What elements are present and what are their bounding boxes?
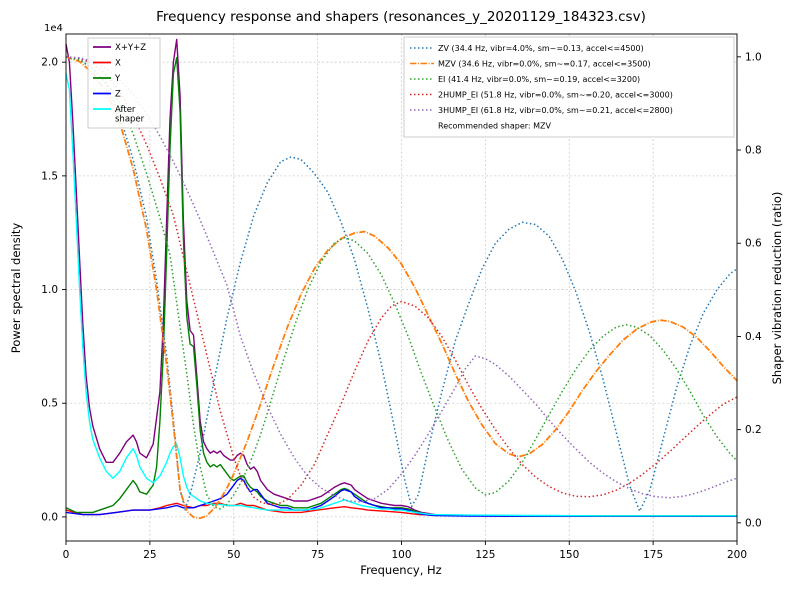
x-axis-label: Frequency, Hz	[360, 563, 441, 577]
axes: 0 25 50 75 100 125 150 175 200 0.0 0.5 1.0 1.5 2.0 0.0…	[41, 33, 762, 561]
x-tick-label: 125	[475, 549, 495, 561]
y-left-tick-label: 1.0	[41, 284, 58, 296]
x-tick-label: 200	[727, 549, 747, 561]
legend-label-xyz: X+Y+Z	[115, 43, 146, 53]
y-left-tick-label: 0.5	[41, 398, 58, 410]
x-tick-label: 25	[143, 549, 156, 561]
chart-title: Frequency response and shapers (resonanc…	[156, 9, 646, 25]
legend-recommendation: Recommended shaper: MZV	[438, 122, 552, 131]
x-tick-label: 75	[311, 549, 324, 561]
y-right-tick-label: 0.0	[745, 517, 762, 529]
x-tick-label: 175	[643, 549, 663, 561]
y-left-tick-label: 2.0	[41, 57, 58, 69]
y-left-tick-label: 0.0	[41, 511, 58, 523]
x-tick-label: 0	[63, 549, 70, 561]
legend-label-zv: ZV (34.4 Hz, vibr=4.0%, sm~=0.13, accel<…	[438, 44, 644, 53]
shaper-curve-mzv	[65, 55, 738, 520]
shaper-curve-3hump_ei	[65, 56, 738, 503]
x-tick-label: 100	[391, 549, 411, 561]
right-axis-label: Shaper vibration reduction (ratio)	[770, 192, 784, 385]
y-right-tick-label: 0.4	[745, 331, 762, 343]
shaper-curve-ei	[65, 56, 738, 510]
x-tick-label: 50	[227, 549, 240, 561]
legend-shapers: ZV (34.4 Hz, vibr=4.0%, sm~=0.13, accel<…	[403, 36, 735, 138]
legend-label-2hump_ei: 2HUMP_EI (51.8 Hz, vibr=0.0%, sm~=0.20, …	[438, 91, 673, 100]
x-tick-label: 150	[559, 549, 579, 561]
legend-label-after_shaper: After	[115, 105, 136, 115]
legend-label-mzv: MZV (34.6 Hz, vibr=0.0%, sm~=0.17, accel…	[438, 60, 651, 69]
y-right-tick-label: 0.6	[745, 238, 762, 250]
y-left-tick-label: 1.5	[41, 170, 58, 182]
psd-curve-y	[65, 56, 737, 517]
legend-label-x: X	[115, 59, 121, 69]
shaper-curves	[65, 55, 738, 520]
legend-label-z: Z	[115, 90, 121, 100]
legend-label-ei: EI (41.4 Hz, vibr=0.0%, sm~=0.19, accel<…	[438, 75, 640, 84]
psd-curve-x	[65, 502, 737, 517]
legend-label-after_shaper: shaper	[115, 115, 145, 125]
left-axis-label: Power spectral density	[9, 223, 23, 354]
y-right-tick-label: 0.2	[745, 424, 762, 436]
y-right-tick-label: 1.0	[745, 51, 762, 63]
legend-label-3hump_ei: 3HUMP_EI (61.8 Hz, vibr=0.0%, sm~=0.21, …	[438, 106, 673, 115]
shaper-curve-zv	[65, 56, 738, 514]
y-right-tick-label: 0.8	[745, 145, 762, 157]
y-axis-offset-text: 1e4	[44, 23, 63, 34]
legend-label-y: Y	[114, 74, 121, 84]
